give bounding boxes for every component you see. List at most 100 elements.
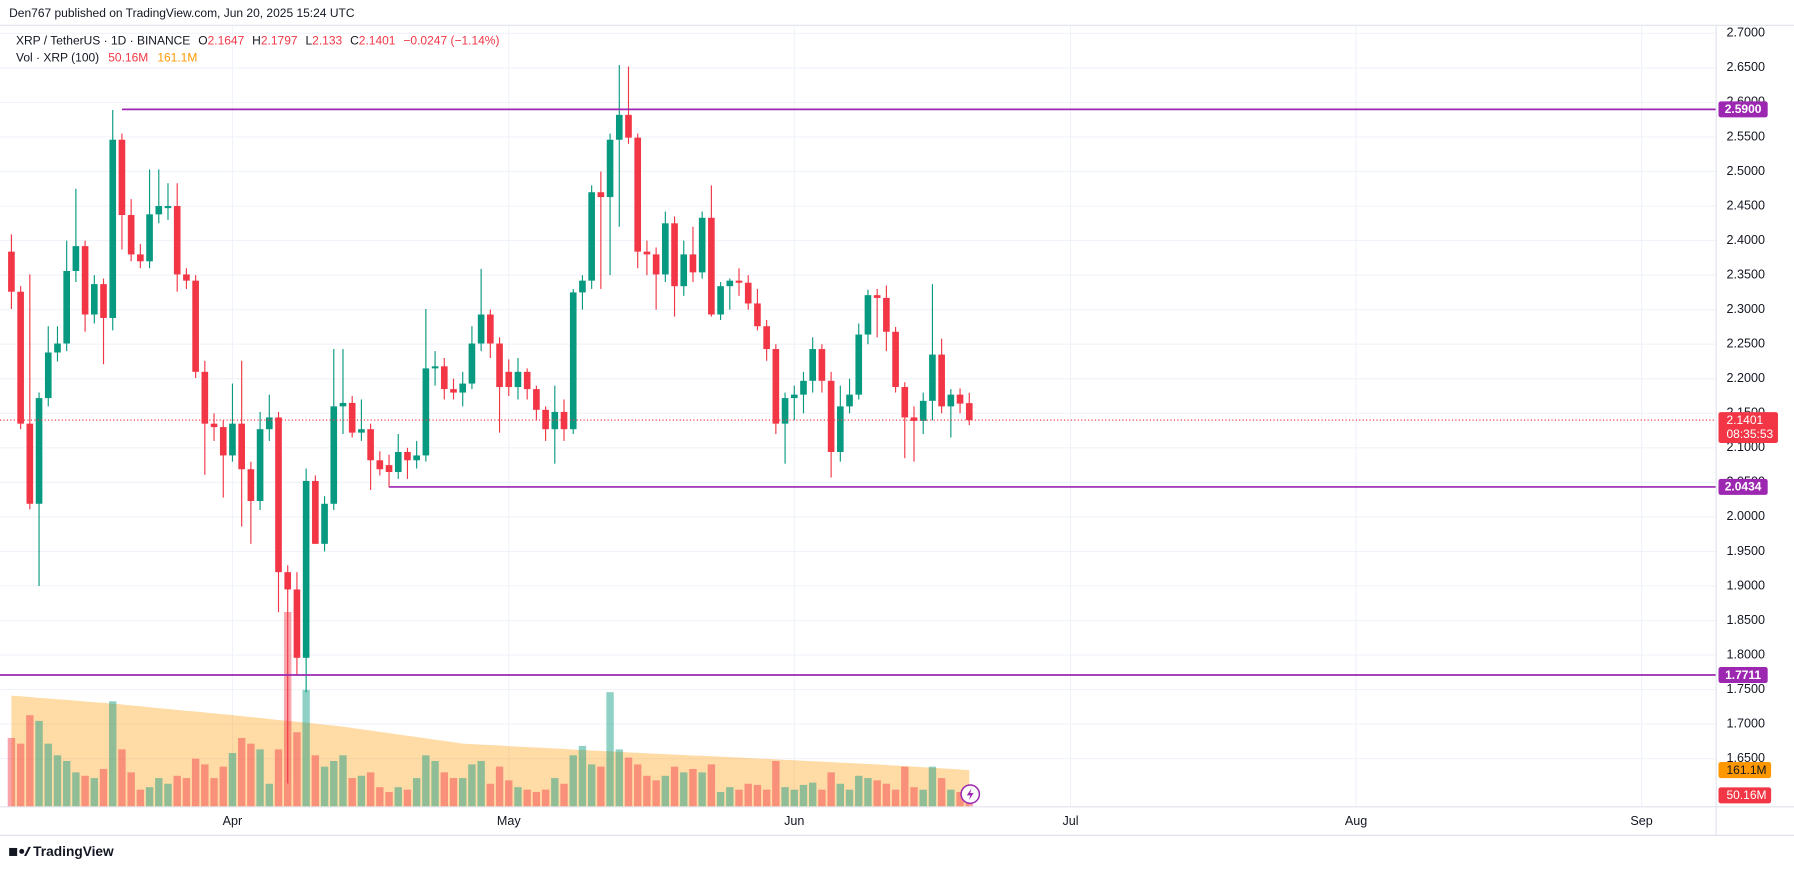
volume-bar: [422, 755, 430, 807]
candle-body: [367, 429, 374, 461]
candle-body: [809, 349, 817, 381]
volume-bar: [219, 766, 227, 807]
ohlc-key: O: [198, 34, 207, 48]
candle-body: [744, 282, 752, 304]
candle-body: [137, 254, 144, 262]
volume-bar: [781, 787, 789, 807]
y-tick-label: 2.2000: [1726, 371, 1764, 385]
candle-body: [680, 254, 688, 287]
volume-bar: [53, 755, 62, 807]
candle-body: [459, 383, 467, 393]
volume-bar: [551, 778, 559, 807]
brand-logo: TradingView: [9, 844, 114, 859]
x-tick-label: Jun: [784, 814, 804, 828]
volume-bar: [901, 766, 909, 807]
candle-body: [873, 295, 881, 298]
y-tick-label: 2.4000: [1726, 233, 1764, 247]
volume-tag-label: 50.16M: [1726, 788, 1766, 802]
volume-bar: [191, 758, 200, 807]
volume-bar: [919, 789, 927, 807]
candle-body: [735, 280, 743, 283]
candle-body: [302, 480, 310, 658]
volume-bar: [330, 760, 338, 807]
countdown: 08:35:53: [1726, 427, 1773, 441]
candle-body: [100, 284, 107, 318]
volume-bar: [597, 766, 605, 807]
ohlc-key: H: [252, 34, 261, 48]
volume-bar: [155, 778, 163, 807]
volume-bar: [228, 753, 237, 807]
candle-body: [192, 280, 199, 372]
candle-body: [579, 280, 586, 293]
y-tick-label: 2.4500: [1726, 198, 1764, 212]
volume-bar: [302, 689, 310, 807]
volume-ma-tag: [1718, 762, 1772, 779]
volume-bar: [366, 772, 375, 807]
volume-bar: [201, 764, 209, 807]
candle-body: [146, 214, 153, 262]
candle-body: [763, 326, 770, 350]
volume-bar: [210, 778, 218, 807]
volume-bar: [569, 755, 577, 807]
volume-bar: [772, 760, 780, 807]
candle-body: [634, 137, 642, 252]
y-tick-label: 1.8500: [1726, 613, 1764, 627]
volume-name: Vol · XRP (100): [16, 51, 99, 65]
replay-bolt: [966, 788, 974, 800]
level-tag: [1718, 101, 1768, 118]
volume-bar: [541, 789, 550, 807]
candle-body: [910, 417, 918, 421]
candle-body: [63, 270, 70, 344]
candle-body: [210, 423, 218, 428]
y-tick-label: 2.2500: [1726, 337, 1764, 351]
volume-bar: [348, 778, 356, 807]
volume-bar: [891, 789, 900, 807]
candle-body: [662, 223, 669, 275]
volume-bar: [514, 787, 522, 807]
volume-bar: [81, 775, 89, 807]
volume-bar: [477, 760, 485, 807]
candle-body: [413, 455, 420, 461]
candle-body: [431, 366, 439, 369]
candle-body: [17, 291, 24, 424]
candle-body: [247, 469, 255, 502]
volume-bar: [855, 775, 863, 807]
volume-bar: [486, 783, 495, 807]
level-tag: [1718, 478, 1768, 495]
candle-body: [827, 380, 835, 452]
volume-bar: [237, 737, 246, 807]
candle-body: [183, 274, 190, 281]
replay-icon[interactable]: [960, 784, 981, 805]
volume-bar: [99, 768, 108, 807]
volume-bar: [320, 766, 329, 807]
candle-body: [155, 206, 163, 215]
volume-bar: [440, 772, 448, 807]
volume-bar: [753, 784, 762, 807]
volume-ma-value: 161.1M: [157, 51, 197, 65]
candle-body: [358, 429, 365, 433]
candle-body: [588, 192, 595, 281]
volume-bar: [947, 789, 955, 807]
volume-bar: [182, 778, 191, 807]
ohlc-value: 2.1647: [208, 34, 245, 48]
volume-bar: [578, 745, 587, 807]
candle-body: [800, 380, 807, 395]
candle-body: [8, 251, 15, 292]
candle-body: [477, 314, 485, 344]
ohlc-value: 2.1797: [261, 34, 298, 48]
candle-body: [901, 387, 909, 418]
change: −0.0247 (−1.14%): [403, 34, 499, 48]
x-tick-label: Jul: [1063, 814, 1079, 828]
volume-bar: [873, 780, 881, 807]
candle-body: [883, 297, 890, 332]
volume-bar: [173, 775, 181, 807]
volume-bar: [587, 764, 596, 807]
volume-bar: [790, 789, 798, 807]
volume-bar: [118, 749, 126, 807]
volume-bar: [164, 783, 172, 807]
volume-bar: [449, 778, 458, 807]
candle-body: [54, 343, 61, 353]
candle-body: [708, 217, 715, 315]
legend-volume: Vol · XRP (100) 50.16M 161.1M: [16, 51, 197, 65]
